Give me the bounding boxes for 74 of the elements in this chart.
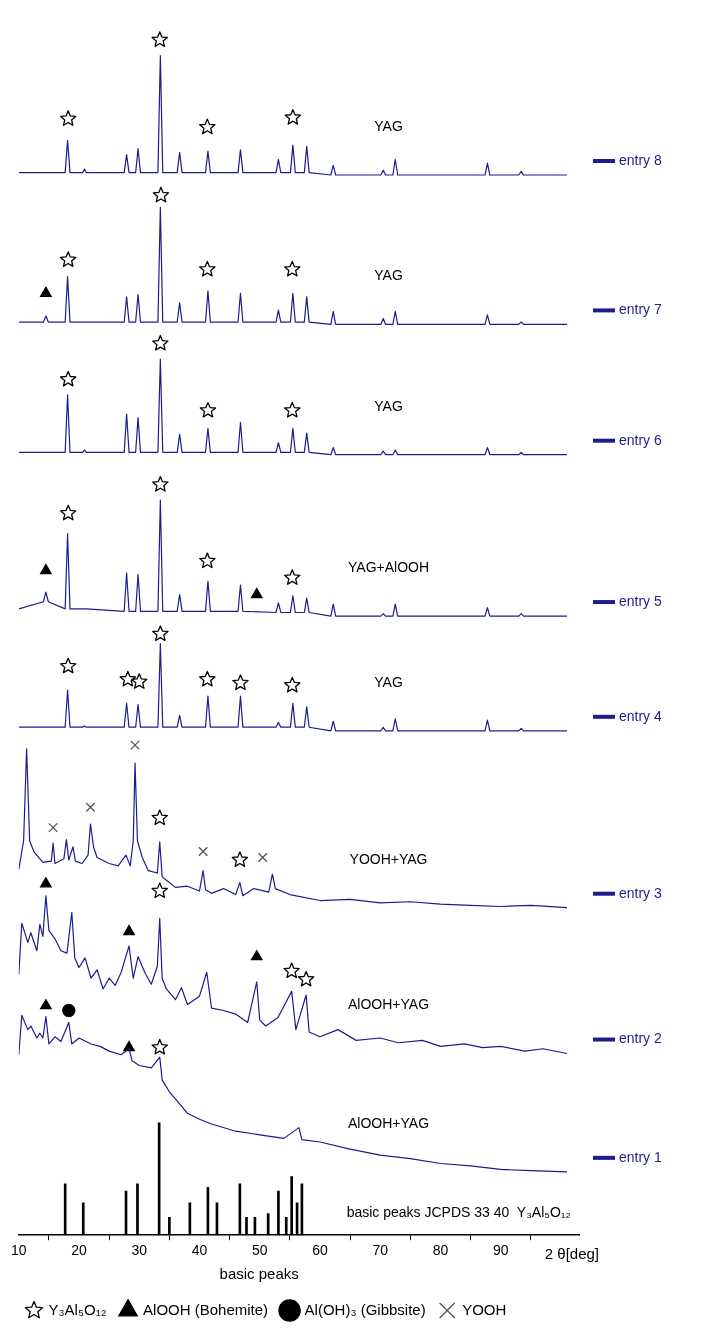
legend-label: entry 1 [619,1148,663,1165]
x-tick-label: 40 [191,1242,208,1259]
annotation: YAG+AlOOH [348,558,430,575]
point [59,110,77,126]
point [284,569,301,585]
x-tick-label: 60 [312,1242,328,1259]
x-tick-label: 90 [492,1242,509,1259]
point [59,504,77,521]
point [257,852,268,863]
point [40,999,52,1010]
legend-label: YOOH [462,1300,507,1318]
point [283,962,300,979]
legend-label: Y₃Al₅O₁₂ [48,1300,107,1318]
point [151,809,168,826]
point [284,401,301,418]
annotation: YOOH+YAG [349,850,428,867]
annotation: basic peaks JCPDS 33 40 Y₃Al₅O₁₂ [346,1204,571,1221]
point [152,625,169,642]
point [198,846,209,857]
legend-label: entry 8 [619,151,663,168]
point [40,563,52,575]
point [284,260,301,277]
point [152,334,169,351]
legend-label: entry 7 [619,301,663,318]
point [151,31,168,48]
x-tick-label: 30 [131,1242,148,1259]
point [199,260,216,277]
x-tick-label: 50 [251,1242,268,1259]
point [250,950,263,961]
legend-label: entry 5 [619,592,663,609]
point [297,970,315,987]
point [284,676,301,693]
point [199,118,216,135]
point [119,670,137,687]
x-tick-label: 80 [432,1242,449,1259]
x-axis-title: 2 θ[deg] [544,1245,599,1263]
legend-label: entry 2 [619,1030,663,1047]
point [62,1003,76,1018]
point [199,670,216,687]
legend-label: entry 6 [619,431,663,448]
point [199,401,217,418]
point [152,475,169,492]
point [59,251,77,267]
point [199,552,216,569]
point [232,674,249,691]
point [250,587,263,599]
annotation: AlOOH+YAG [348,1114,430,1131]
point [48,822,59,833]
legend-title: basic peaks [219,1264,299,1282]
point [40,877,52,888]
x-tick-label: 20 [71,1242,88,1259]
legend-label: Al(OH)₃ (Gibbsite) [304,1300,426,1318]
point [152,186,170,203]
point [40,286,52,297]
point [123,924,135,936]
point [151,882,168,899]
point [231,851,249,868]
point [130,740,140,751]
point [59,370,77,387]
legend-label: AlOOH (Bohemite) [143,1300,269,1318]
annotation: YAG [374,397,403,414]
annotation: YAG [374,673,403,690]
annotation: YAG [374,267,403,284]
legend-label: entry 3 [619,884,663,901]
point [284,108,302,125]
point [131,673,148,689]
x-tick-label: 70 [372,1242,389,1259]
annotation: AlOOH+YAG [348,996,430,1013]
point [85,802,96,813]
point [151,1038,168,1055]
point [59,657,77,674]
x-tick-label: 10 [11,1242,27,1259]
annotation: YAG [374,117,403,134]
legend-label: entry 4 [619,707,663,724]
